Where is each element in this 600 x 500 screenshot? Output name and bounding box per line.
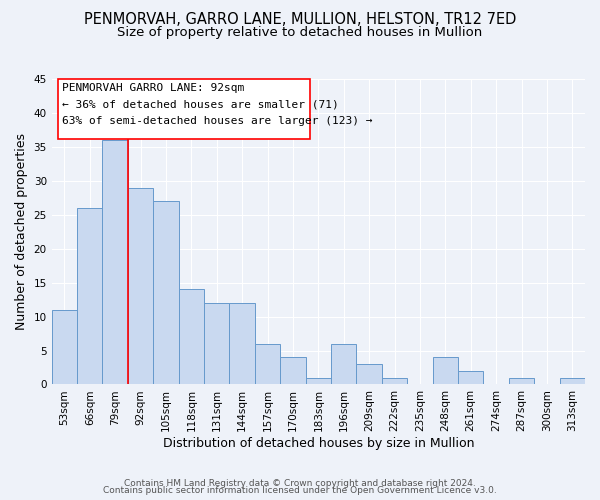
Text: PENMORVAH GARRO LANE: 92sqm: PENMORVAH GARRO LANE: 92sqm — [62, 83, 245, 93]
Bar — [305, 378, 331, 384]
Bar — [179, 290, 204, 384]
Text: Size of property relative to detached houses in Mullion: Size of property relative to detached ho… — [118, 26, 482, 39]
Bar — [280, 358, 305, 384]
Text: Contains public sector information licensed under the Open Government Licence v3: Contains public sector information licen… — [103, 486, 497, 495]
Text: PENMORVAH, GARRO LANE, MULLION, HELSTON, TR12 7ED: PENMORVAH, GARRO LANE, MULLION, HELSTON,… — [84, 12, 516, 28]
Text: ← 36% of detached houses are smaller (71): ← 36% of detached houses are smaller (71… — [62, 100, 339, 110]
Bar — [560, 378, 585, 384]
Bar — [356, 364, 382, 384]
Bar — [128, 188, 153, 384]
Text: 63% of semi-detached houses are larger (123) →: 63% of semi-detached houses are larger (… — [62, 116, 373, 126]
X-axis label: Distribution of detached houses by size in Mullion: Distribution of detached houses by size … — [163, 437, 474, 450]
Bar — [204, 303, 229, 384]
Bar — [103, 140, 128, 384]
Bar — [77, 208, 103, 384]
Bar — [52, 310, 77, 384]
Bar — [433, 358, 458, 384]
Text: Contains HM Land Registry data © Crown copyright and database right 2024.: Contains HM Land Registry data © Crown c… — [124, 478, 476, 488]
Bar — [255, 344, 280, 384]
Bar — [382, 378, 407, 384]
Bar — [153, 201, 179, 384]
Bar — [458, 371, 484, 384]
Bar — [331, 344, 356, 384]
Y-axis label: Number of detached properties: Number of detached properties — [15, 133, 28, 330]
Bar — [509, 378, 534, 384]
Bar — [229, 303, 255, 384]
